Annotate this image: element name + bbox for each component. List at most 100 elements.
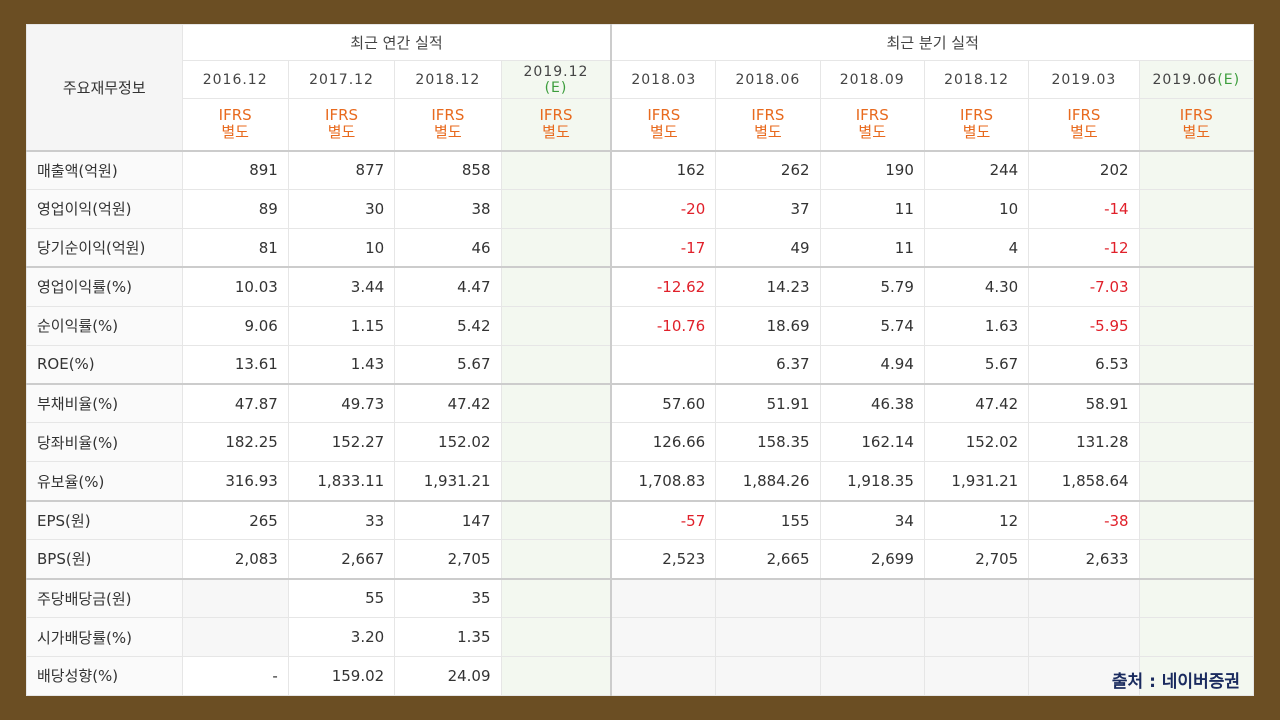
- table-row: 매출액(억원) 891 877 858 162 262 190 244 202: [26, 149, 1254, 190]
- quarter-value-cell: -12: [1028, 227, 1140, 268]
- annual-value-cell: 89: [181, 188, 289, 229]
- quarter-value-cell: [610, 344, 717, 385]
- quarter-value-cell: 18.69: [715, 305, 821, 346]
- annual-value-cell: [500, 655, 612, 696]
- quarter-value-cell: 162: [610, 149, 717, 190]
- separate-label: 별도: [542, 123, 570, 142]
- annual-value-cell: [181, 617, 289, 657]
- annual-value-cell: 891: [181, 149, 289, 190]
- quarter-value-cell: -38: [1028, 499, 1140, 541]
- quarter-value-cell: 6.53: [1028, 344, 1140, 385]
- row-label: 배당성향(%): [26, 655, 183, 696]
- annual-value-cell: 5.67: [394, 344, 502, 385]
- annual-value-cell: 24.09: [394, 655, 502, 696]
- quarter-value-cell: [715, 577, 821, 619]
- row-label: EPS(원): [26, 499, 183, 541]
- quarter-value-cell: 2,705: [923, 539, 1030, 580]
- financial-summary-table: 주요재무정보 최근 연간 실적 최근 분기 실적 2016.12 2017.12 2…: [26, 24, 1254, 696]
- ifrs-label: IFRS: [218, 106, 252, 125]
- quarter-value-cell: 6.37: [715, 344, 821, 385]
- row-label: 부채비율(%): [26, 383, 183, 424]
- annual-group-header: 최근 연간 실적: [181, 24, 612, 61]
- row-label: 순이익률(%): [26, 305, 183, 346]
- quarter-value-cell: 51.91: [715, 383, 821, 424]
- quarter-value-cell: [1138, 149, 1254, 190]
- table-row: 시가배당률(%) 3.20 1.35: [26, 617, 1254, 657]
- corner-label: 주요재무정보: [26, 24, 183, 151]
- table-row: 주당배당금(원) 55 35: [26, 577, 1254, 619]
- quarter-value-cell: 4.94: [819, 344, 925, 385]
- row-label: 당좌비율(%): [26, 422, 183, 463]
- row-label: 영업이익(억원): [26, 188, 183, 229]
- quarter-value-cell: [1138, 344, 1254, 385]
- quarter-date-header: 2018.03: [610, 60, 717, 99]
- quarter-value-cell: 58.91: [1028, 383, 1140, 424]
- quarter-value-cell: 2,633: [1028, 539, 1140, 580]
- annual-value-cell: 1,931.21: [394, 461, 502, 502]
- annual-value-cell: 2,667: [287, 539, 396, 580]
- table-row: 당기순이익(억원) 81 10 46 -17 49 11 4 -12: [26, 227, 1254, 268]
- annual-value-cell: 2,083: [181, 539, 289, 580]
- quarter-value-cell: 158.35: [715, 422, 821, 463]
- quarter-value-cell: -17: [610, 227, 717, 268]
- quarter-value-cell: 162.14: [819, 422, 925, 463]
- separate-label: 별도: [650, 123, 678, 142]
- ifrs-label: IFRS: [751, 106, 785, 125]
- quarter-date-header: 2019.03: [1028, 60, 1140, 99]
- quarter-date-header: 2019.06(E): [1138, 60, 1254, 99]
- quarter-value-cell: [819, 617, 925, 657]
- ifrs-label: IFRS: [647, 106, 681, 125]
- quarter-value-cell: [1138, 422, 1254, 463]
- quarter-value-cell: [923, 655, 1030, 696]
- table-row: 부채비율(%) 47.87 49.73 47.42 57.60 51.91 46.38 47.…: [26, 383, 1254, 424]
- ifrs-label: IFRS: [325, 106, 359, 125]
- quarter-value-cell: 37: [715, 188, 821, 229]
- quarter-value-cell: 4: [923, 227, 1030, 268]
- annual-value-cell: [500, 617, 612, 657]
- table-row: ROE(%) 13.61 1.43 5.67 6.37 4.94 5.67 6.53: [26, 344, 1254, 385]
- ifrs-standard-header: IFRS 별도: [715, 98, 821, 151]
- separate-label: 별도: [1182, 123, 1211, 142]
- table-row: EPS(원) 265 33 147 -57 155 34 12 -38: [26, 499, 1254, 541]
- annual-value-cell: [500, 227, 612, 268]
- quarter-value-cell: [923, 577, 1030, 619]
- quarter-value-cell: [1138, 617, 1254, 657]
- annual-value-cell: 877: [287, 149, 396, 190]
- annual-date-header: 2019.12 (E): [500, 60, 612, 99]
- annual-value-cell: 1.35: [394, 617, 502, 657]
- quarter-value-cell: 14.23: [715, 266, 821, 307]
- annual-value-cell: [181, 577, 289, 619]
- quarter-value-cell: 1,858.64: [1028, 461, 1140, 502]
- quarter-value-cell: [819, 655, 925, 696]
- annual-value-cell: 1,833.11: [287, 461, 396, 502]
- separate-label: 별도: [221, 123, 249, 142]
- quarter-value-cell: [923, 617, 1030, 657]
- quarter-value-cell: [1138, 461, 1254, 502]
- annual-value-cell: 3.20: [287, 617, 396, 657]
- row-label: 영업이익률(%): [26, 266, 183, 307]
- ifrs-standard-header: IFRS 별도: [500, 98, 612, 151]
- quarter-value-cell: 11: [819, 188, 925, 229]
- annual-value-cell: 47.87: [181, 383, 289, 424]
- table-row: 영업이익(억원) 89 30 38 -20 37 11 10 -14: [26, 188, 1254, 229]
- quarter-value-cell: [1138, 499, 1254, 541]
- annual-value-cell: 858: [394, 149, 502, 190]
- annual-value-cell: 4.47: [394, 266, 502, 307]
- quarter-value-cell: 155: [715, 499, 821, 541]
- quarter-value-cell: -14: [1028, 188, 1140, 229]
- quarter-date-estimate: 2019.06: [1152, 71, 1218, 88]
- annual-value-cell: [500, 344, 612, 385]
- separate-label: 별도: [434, 123, 462, 142]
- table-row: 순이익률(%) 9.06 1.15 5.42 -10.76 18.69 5.74 1.63 -5…: [26, 305, 1254, 346]
- quarter-value-cell: -12.62: [610, 266, 717, 307]
- annual-value-cell: 10.03: [181, 266, 289, 307]
- quarter-value-cell: 1,918.35: [819, 461, 925, 502]
- quarter-value-cell: [1138, 266, 1254, 307]
- annual-date-header: 2018.12: [394, 60, 502, 99]
- quarter-value-cell: 1.63: [923, 305, 1030, 346]
- ifrs-standard-header: IFRS 별도: [1028, 98, 1140, 151]
- quarter-value-cell: 10: [923, 188, 1030, 229]
- quarter-group-header: 최근 분기 실적: [610, 24, 1254, 61]
- quarter-value-cell: [1028, 617, 1140, 657]
- quarter-date-header: 2018.09: [819, 60, 925, 99]
